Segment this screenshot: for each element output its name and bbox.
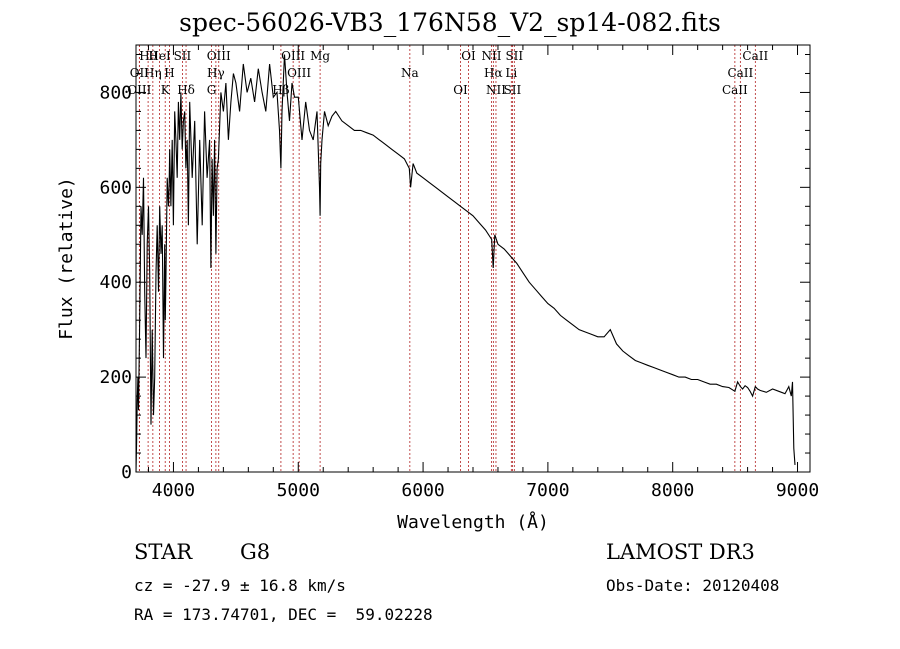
line-label: K	[161, 83, 171, 97]
x-tick-label: 6000	[401, 480, 444, 501]
x-tick-label: 5000	[277, 480, 320, 501]
x-tick-label: 8000	[651, 480, 694, 501]
line-label: OI	[453, 83, 468, 97]
line-label: OI	[461, 49, 476, 63]
subclass: G8	[240, 540, 271, 564]
line-label: Hη	[144, 66, 162, 80]
y-tick-label: 600	[99, 177, 132, 198]
line-label: Hθ	[139, 49, 157, 63]
line-label: Hα	[484, 66, 503, 80]
line-label: OIII	[287, 66, 311, 80]
spectrum-line	[135, 54, 796, 473]
survey-name: LAMOST DR3	[606, 540, 755, 564]
line-label: Li	[505, 66, 517, 80]
y-tick-label: 200	[99, 367, 132, 388]
line-label: OIII	[127, 83, 151, 97]
line-label: Hδ	[177, 83, 195, 97]
y-tick-label: 0	[121, 462, 132, 483]
page-title: spec-56026-VB3_176N58_V2_sp14-082.fits	[179, 8, 721, 37]
x-tick-label: 9000	[776, 480, 819, 501]
x-axis-label: Wavelength (Å)	[397, 511, 549, 533]
obs-date: Obs-Date: 20120408	[606, 576, 780, 595]
line-label: CaII	[727, 66, 753, 80]
line-label: HeI	[148, 49, 171, 63]
line-label: Na	[401, 66, 419, 80]
line-label: OIII	[207, 49, 231, 63]
line-label: H	[164, 66, 174, 80]
line-label: Hγ	[207, 66, 225, 80]
line-label: CaII	[722, 83, 748, 97]
x-tick-label: 4000	[152, 480, 195, 501]
line-label: SII	[174, 49, 192, 63]
redshift-cz: cz = -27.9 ± 16.8 km/s	[134, 576, 346, 595]
x-tick-label: 7000	[526, 480, 569, 501]
object-type: STAR	[134, 540, 193, 564]
line-label: OIII	[281, 49, 305, 63]
coordinates: RA = 173.74701, DEC = 59.02228	[134, 605, 433, 624]
line-label: NII	[486, 83, 506, 97]
line-label: G	[207, 83, 217, 97]
y-tick-label: 800	[99, 82, 132, 103]
line-label: SII	[505, 49, 523, 63]
y-tick-label: 400	[99, 272, 132, 293]
line-label: SII	[504, 83, 522, 97]
plot-frame	[135, 44, 811, 473]
line-label: CaII	[742, 49, 768, 63]
y-axis-label: Flux (relative)	[56, 177, 77, 340]
line-label: Mg	[310, 49, 330, 63]
line-label: NII	[481, 49, 501, 63]
